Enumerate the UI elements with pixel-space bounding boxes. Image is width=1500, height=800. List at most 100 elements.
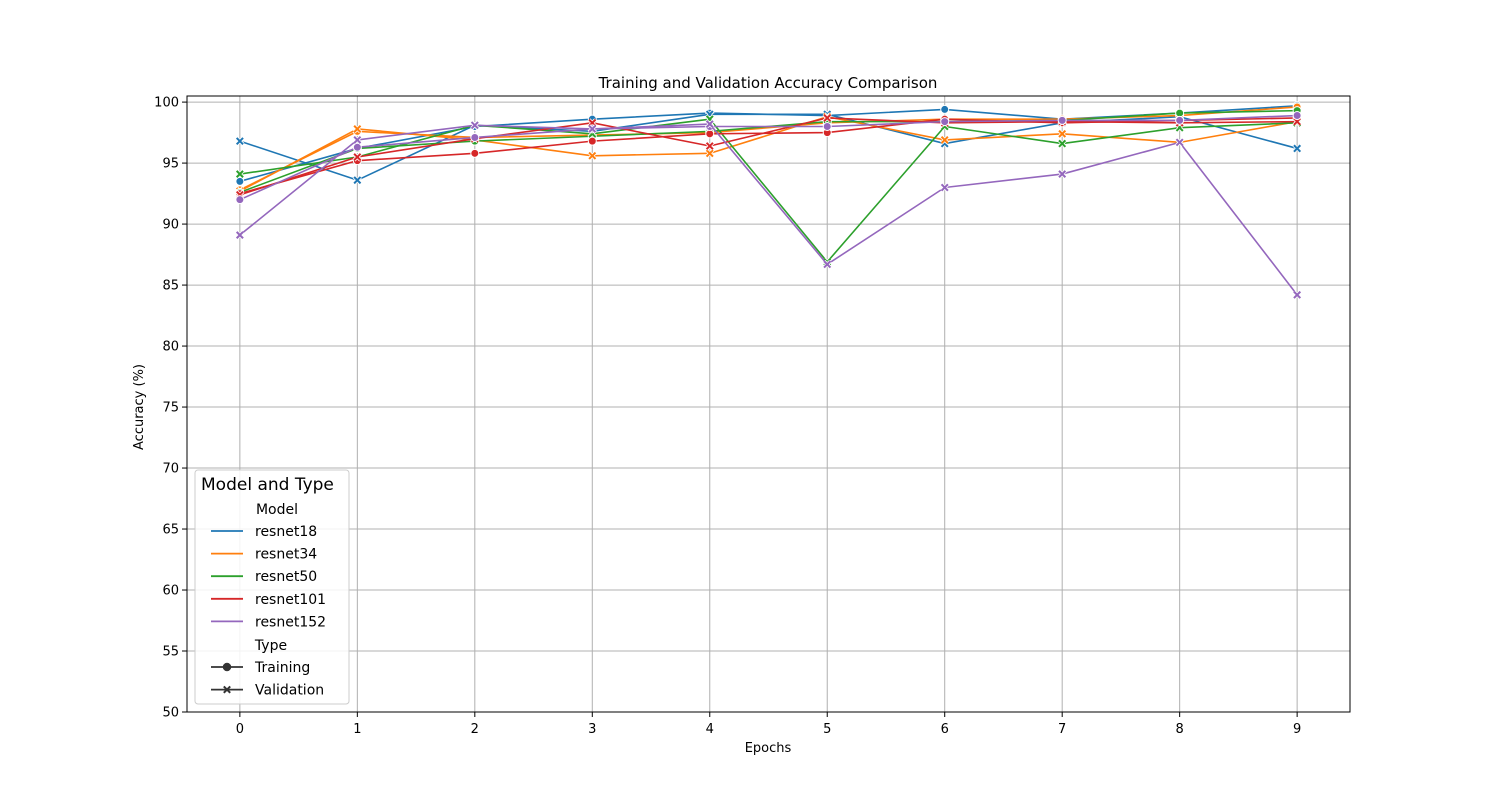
data-point [940, 117, 950, 127]
series-resnet34-training [235, 102, 1302, 195]
data-point [235, 137, 244, 146]
data-point [940, 136, 949, 144]
y-tick-label: 70 [162, 462, 179, 477]
data-point [353, 136, 362, 144]
data-point [1175, 115, 1185, 125]
legend-item-resnet34: resnet34 [211, 547, 317, 563]
plot-frame [186, 95, 1351, 713]
y-tick-label: 90 [162, 218, 179, 233]
legend-type-header: Type [254, 638, 287, 654]
data-point [235, 170, 244, 178]
data-point [823, 260, 832, 269]
legend-types: Training Validation [211, 660, 324, 699]
legend-marker [223, 685, 231, 694]
y-tick-label: 95 [162, 157, 179, 172]
legend-label: resnet18 [255, 524, 317, 540]
series-resnet34-validation [235, 112, 1302, 196]
y-tick-label: 50 [162, 706, 179, 721]
x-tick-label: 6 [941, 722, 949, 737]
x-tick-label: 0 [236, 722, 244, 737]
series-line [239, 118, 1298, 263]
legend-label: Validation [255, 683, 324, 699]
data-point [1175, 108, 1185, 118]
legend-label: resnet101 [255, 592, 326, 608]
data-point [235, 231, 244, 239]
data-point [1058, 139, 1067, 148]
legend-models: resnet18 resnet34 resnet50 resnet101 resnet1… [211, 524, 326, 630]
y-tick-label: 85 [162, 279, 179, 294]
data-point [822, 121, 832, 131]
x-tick-label: 2 [471, 722, 479, 737]
data-point [588, 151, 597, 160]
x-axis: 0 1 2 3 4 5 6 7 8 9 [236, 712, 1301, 737]
series-line [239, 115, 1298, 192]
data-point [705, 120, 714, 128]
y-tick-label: 65 [162, 523, 179, 538]
series-line [239, 114, 1298, 201]
legend-item-training: Training [211, 660, 310, 676]
legend-frame [194, 469, 350, 705]
legend-item-resnet50: resnet50 [211, 569, 317, 585]
x-tick-label: 7 [1058, 722, 1066, 737]
legend-item-resnet18: resnet18 [211, 524, 317, 540]
legend-label: Training [254, 660, 310, 676]
y-tick-label: 55 [162, 645, 179, 660]
legend-title: Model and Type [201, 475, 334, 495]
data-point [1292, 111, 1302, 121]
data-point [705, 129, 715, 139]
x-tick-label: 4 [706, 722, 714, 737]
data-point [823, 114, 832, 122]
data-point [1293, 117, 1302, 126]
series-layer [235, 101, 1302, 300]
chart-title: Training and Validation Accuracy Compari… [598, 74, 938, 92]
y-tick-label: 60 [162, 584, 179, 599]
legend-label: resnet152 [255, 614, 326, 630]
data-point [353, 176, 362, 185]
data-point [940, 104, 950, 114]
data-point [235, 176, 245, 186]
series-line [239, 117, 1298, 195]
x-tick-label: 1 [353, 722, 361, 737]
data-point [470, 132, 480, 142]
series-line [239, 113, 1298, 181]
data-point [705, 142, 714, 150]
legend-label: resnet50 [255, 569, 317, 585]
x-axis-label: Epochs [745, 741, 792, 756]
x-tick-label: 5 [823, 722, 831, 737]
data-point [587, 136, 597, 146]
y-axis: 50 55 60 65 70 75 80 85 90 95 100 [154, 96, 187, 721]
legend-model-header: Model [256, 502, 298, 518]
grid [187, 96, 1350, 713]
data-point [1058, 129, 1067, 138]
data-point [1058, 170, 1067, 178]
series-line [239, 117, 1298, 196]
legend-marker [222, 662, 232, 672]
legend-label: resnet34 [255, 547, 317, 563]
data-point [353, 125, 362, 133]
x-tick-label: 8 [1176, 722, 1184, 737]
y-tick-label: 75 [162, 401, 179, 416]
series-resnet50-validation [235, 114, 1302, 267]
legend-item-resnet101: resnet101 [211, 592, 326, 608]
y-tick-label: 80 [162, 340, 179, 355]
data-point [353, 153, 362, 161]
data-point [470, 148, 480, 158]
legend-item-validation: Validation [211, 683, 324, 699]
data-point [588, 125, 597, 133]
data-point [940, 183, 949, 192]
data-point [235, 195, 245, 205]
data-point [1175, 138, 1184, 147]
series-line [239, 123, 1298, 296]
series-resnet152-validation [235, 119, 1302, 300]
data-point [352, 142, 362, 152]
data-point [1057, 115, 1067, 125]
data-point [705, 149, 714, 158]
y-tick-label: 100 [154, 96, 179, 111]
legend-item-resnet152: resnet152 [211, 614, 326, 630]
data-point [470, 121, 479, 130]
x-tick-label: 9 [1293, 722, 1301, 737]
legend: Model and Type Model resnet18resnet34res… [194, 469, 350, 705]
y-axis-label: Accuracy (%) [132, 364, 147, 450]
data-point [1293, 290, 1302, 299]
